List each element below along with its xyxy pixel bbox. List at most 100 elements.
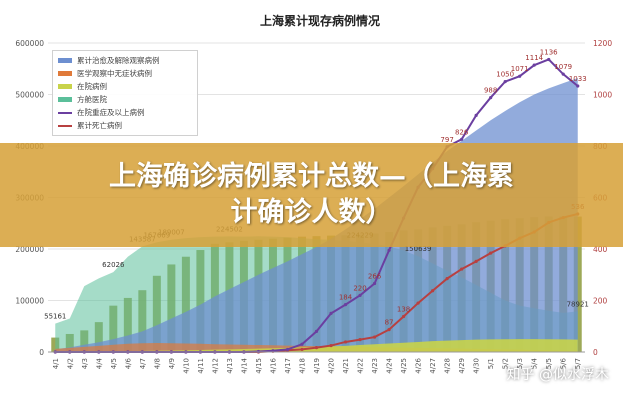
right-tick-label: 0 <box>593 348 598 357</box>
legend-swatch <box>58 71 72 76</box>
data-label: 220 <box>353 284 366 292</box>
area-cured <box>55 78 578 353</box>
line-severe-point <box>314 329 319 333</box>
line-deaths-point <box>445 277 449 281</box>
line-severe-point <box>547 57 551 62</box>
x-tick-label: 4/25 <box>400 358 408 374</box>
line-severe-point <box>285 347 290 352</box>
line-severe-point <box>518 74 522 78</box>
line-deaths-point <box>416 301 420 305</box>
data-label: 797 <box>440 136 453 144</box>
legend-label: 在院重症及以上病例 <box>77 108 145 117</box>
data-label: 1114 <box>525 54 543 62</box>
left-tick-label: 200000 <box>15 245 44 254</box>
data-label: 78921 <box>567 300 589 308</box>
x-tick-label: 4/15 <box>255 358 263 374</box>
line-deaths-point <box>343 340 348 344</box>
legend-item: 在院重症及以上病例 <box>58 106 192 119</box>
x-tick-label: 5/4 <box>531 357 539 369</box>
legend-item: 医学观察中无症状病例 <box>58 67 192 80</box>
line-severe-point <box>372 281 377 286</box>
line-deaths-point <box>358 338 362 342</box>
legend-label: 累计死亡病例 <box>77 121 122 130</box>
x-tick-label: 4/4 <box>95 357 103 369</box>
right-tick-label: 400 <box>593 245 608 254</box>
data-label: 826 <box>455 128 469 136</box>
x-tick-label: 4/13 <box>226 358 234 374</box>
x-tick-label: 4/10 <box>182 358 190 374</box>
data-label: 266 <box>368 273 382 281</box>
x-tick-label: 4/7 <box>139 358 147 369</box>
x-tick-label: 5/5 <box>545 358 553 369</box>
x-tick-label: 4/8 <box>153 358 161 369</box>
x-tick-label: 4/27 <box>429 358 437 374</box>
line-severe-point <box>460 137 464 141</box>
line-deaths-point <box>401 314 406 319</box>
x-tick-label: 4/19 <box>313 358 321 374</box>
x-tick-label: 5/3 <box>516 358 524 369</box>
x-tick-label: 4/3 <box>81 358 89 369</box>
x-tick-label: 4/5 <box>110 358 118 369</box>
x-tick-label: 4/24 <box>386 357 394 373</box>
line-severe-point <box>300 342 304 346</box>
line-severe-point <box>532 63 536 67</box>
x-tick-label: 4/2 <box>66 358 74 369</box>
left-tick-label: 0 <box>39 348 44 357</box>
left-tick-label: 500000 <box>15 91 44 100</box>
overlay-banner: 上海确诊病例累计总数—（上海累 计确诊人数） <box>0 143 623 247</box>
data-label: 138 <box>397 305 410 313</box>
left-tick-label: 600000 <box>15 39 44 48</box>
data-label: 87 <box>385 319 394 327</box>
right-tick-label: 1000 <box>593 91 612 100</box>
line-deaths-point <box>489 251 493 255</box>
line-deaths-point <box>372 335 377 339</box>
x-tick-label: 4/17 <box>284 358 292 374</box>
legend-label: 累计治愈及解除观察病例 <box>77 56 160 65</box>
banner-line-2: 计确诊人数） <box>230 197 393 228</box>
line-severe-point <box>576 84 580 88</box>
x-tick-label: 4/29 <box>458 358 466 374</box>
line-severe-point <box>256 349 261 354</box>
data-label: 62026 <box>102 261 125 269</box>
chart-legend: 累计治愈及解除观察病例医学观察中无症状病例 在院病例 方舱医院在院重症及以上病例 累计… <box>52 50 198 136</box>
legend-item: 在院病例 <box>58 80 192 93</box>
x-tick-label: 4/14 <box>240 357 248 373</box>
data-label: 55161 <box>44 313 66 321</box>
x-tick-label: 4/26 <box>415 357 423 373</box>
line-severe-point <box>561 72 565 76</box>
data-label: 1033 <box>569 75 587 83</box>
line-deaths-point <box>460 267 464 271</box>
x-tick-label: 4/6 <box>124 357 132 369</box>
legend-swatch <box>58 97 72 102</box>
legend-swatch <box>58 58 72 63</box>
line-severe-point <box>503 80 507 84</box>
area-hospital <box>55 339 578 352</box>
x-tick-label: 4/23 <box>371 358 379 374</box>
x-tick-label: 4/16 <box>269 357 277 373</box>
line-deaths-point <box>387 327 391 332</box>
line-deaths-point <box>314 346 319 350</box>
x-tick-label: 4/1 <box>52 358 60 369</box>
legend-swatch <box>58 84 72 89</box>
line-severe-point <box>343 303 348 307</box>
data-label: 184 <box>339 294 353 302</box>
x-tick-label: 5/2 <box>502 358 510 369</box>
x-tick-label: 4/18 <box>298 358 306 374</box>
x-tick-label: 4/28 <box>444 358 452 374</box>
x-tick-label: 5/7 <box>574 358 582 369</box>
legend-item: 方舱医院 <box>58 93 192 106</box>
x-tick-label: 4/30 <box>473 358 481 374</box>
line-severe-point <box>387 248 391 252</box>
x-tick-label: 4/9 <box>168 358 176 369</box>
data-label: 1079 <box>554 63 572 71</box>
data-label: 1071 <box>511 65 529 73</box>
legend-item: 累计治愈及解除观察病例 <box>58 54 192 67</box>
line-deaths-point <box>300 347 304 352</box>
x-tick-label: 4/12 <box>211 358 219 374</box>
left-tick-label: 100000 <box>15 297 44 306</box>
line-deaths-point <box>474 259 478 263</box>
x-tick-label: 4/21 <box>342 358 350 374</box>
data-label: 1136 <box>540 48 558 56</box>
